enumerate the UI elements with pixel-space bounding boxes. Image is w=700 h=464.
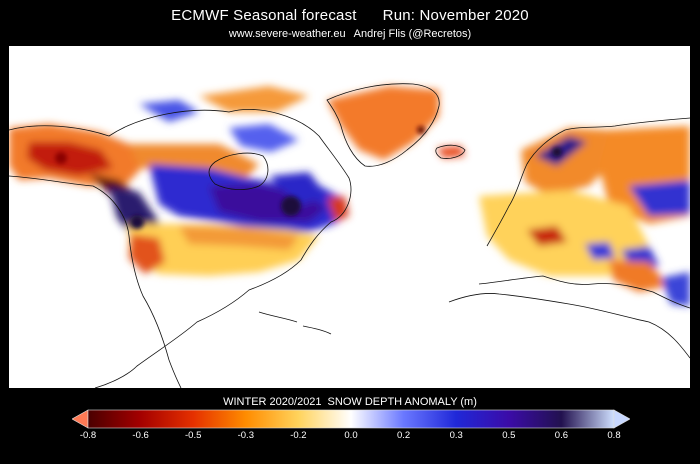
coastlines — [9, 83, 690, 388]
colorbar-tick-label: 0.6 — [554, 430, 568, 441]
colorbar-tick-label: -0.2 — [290, 430, 307, 441]
alaska-core-hotspot — [55, 152, 67, 164]
scandinavia-deficit-region — [521, 128, 619, 196]
map-subtitle: www.severe-weather.eu Andrej Flis (@Recre… — [0, 28, 700, 40]
arctic-islands-surplus-region — [139, 100, 199, 122]
quebec-surplus-region — [269, 172, 327, 206]
colorbar-min-arrow — [72, 409, 89, 429]
run-label: Run: November 2020 — [382, 7, 529, 24]
europe-coastline — [486, 117, 690, 247]
russia-surplus-region — [629, 180, 690, 216]
mediterranean-coastline — [478, 275, 690, 309]
greenland-coastline — [326, 83, 440, 167]
scandinavia-core-hotspot — [552, 147, 562, 157]
colorbar-tick-label: -0.3 — [237, 430, 254, 441]
alaska-core-region — [27, 142, 113, 176]
conus-north-deficit-region — [179, 226, 299, 250]
colorbar-gradient — [87, 409, 615, 429]
colorbar-tick-label: 0.3 — [449, 430, 463, 441]
author-credit: Andrej Flis (@Recretos) — [353, 28, 472, 40]
anomaly-hotspots — [55, 126, 562, 229]
colorbar-tick-label: 0.8 — [607, 430, 621, 441]
colorbar-tick-label: 0.5 — [502, 430, 516, 441]
anomaly-shading — [9, 86, 690, 306]
north-america-coastline — [9, 109, 352, 388]
arctic-deficit-region — [199, 86, 309, 112]
alps-deficit-region — [527, 226, 567, 246]
greenland-deficit-region — [327, 86, 439, 160]
balkans-surplus-region — [585, 242, 615, 260]
colorbar-tick-label: 0.0 — [344, 430, 358, 441]
north-america-west-coastline — [9, 175, 182, 388]
colorbar-tick-label: -0.8 — [79, 430, 97, 441]
turkey-deficit-region — [609, 260, 669, 292]
map-title: ECMWF Seasonal forecast Run: November 202… — [0, 7, 700, 24]
rockies-core-hotspot — [130, 215, 144, 229]
model-title: ECMWF Seasonal forecast — [171, 7, 357, 24]
colorbar-period: WINTER 2020/2021 — [223, 396, 322, 408]
iran-surplus-region — [661, 272, 690, 306]
baffin-surplus-region — [229, 124, 299, 152]
caribbean-coastline — [258, 311, 332, 335]
map-canvas — [9, 83, 690, 388]
africa-coastline — [448, 293, 690, 359]
labrador-deficit-region — [327, 196, 349, 222]
colorbar-max-arrow — [613, 409, 630, 429]
colorbar — [72, 409, 630, 429]
hudson-core-hotspot — [281, 196, 301, 216]
iceland-coastline — [435, 144, 466, 159]
west-us-deficit-region — [129, 234, 165, 274]
iceland-deficit-region — [437, 146, 465, 158]
website-credit: www.severe-weather.eu — [228, 28, 346, 40]
colorbar-tick-label: -0.5 — [185, 430, 202, 441]
hudson-bay-coastline — [208, 152, 269, 190]
colorbar-tick-label: 0.2 — [396, 430, 411, 441]
colorbar-tick-label: -0.6 — [132, 430, 149, 441]
greenland-core-hotspot — [417, 126, 425, 134]
colorbar-tick-labels: -0.8 -0.6 -0.5 -0.3 -0.2 0.0 0.2 0.3 0.5 0.6 0.8 — [0, 430, 700, 444]
colorbar-variable: SNOW DEPTH ANOMALY (m) — [327, 396, 477, 408]
forecast-map — [9, 46, 690, 388]
colorbar-title: WINTER 2020/2021 SNOW DEPTH ANOMALY (m) — [0, 396, 700, 408]
